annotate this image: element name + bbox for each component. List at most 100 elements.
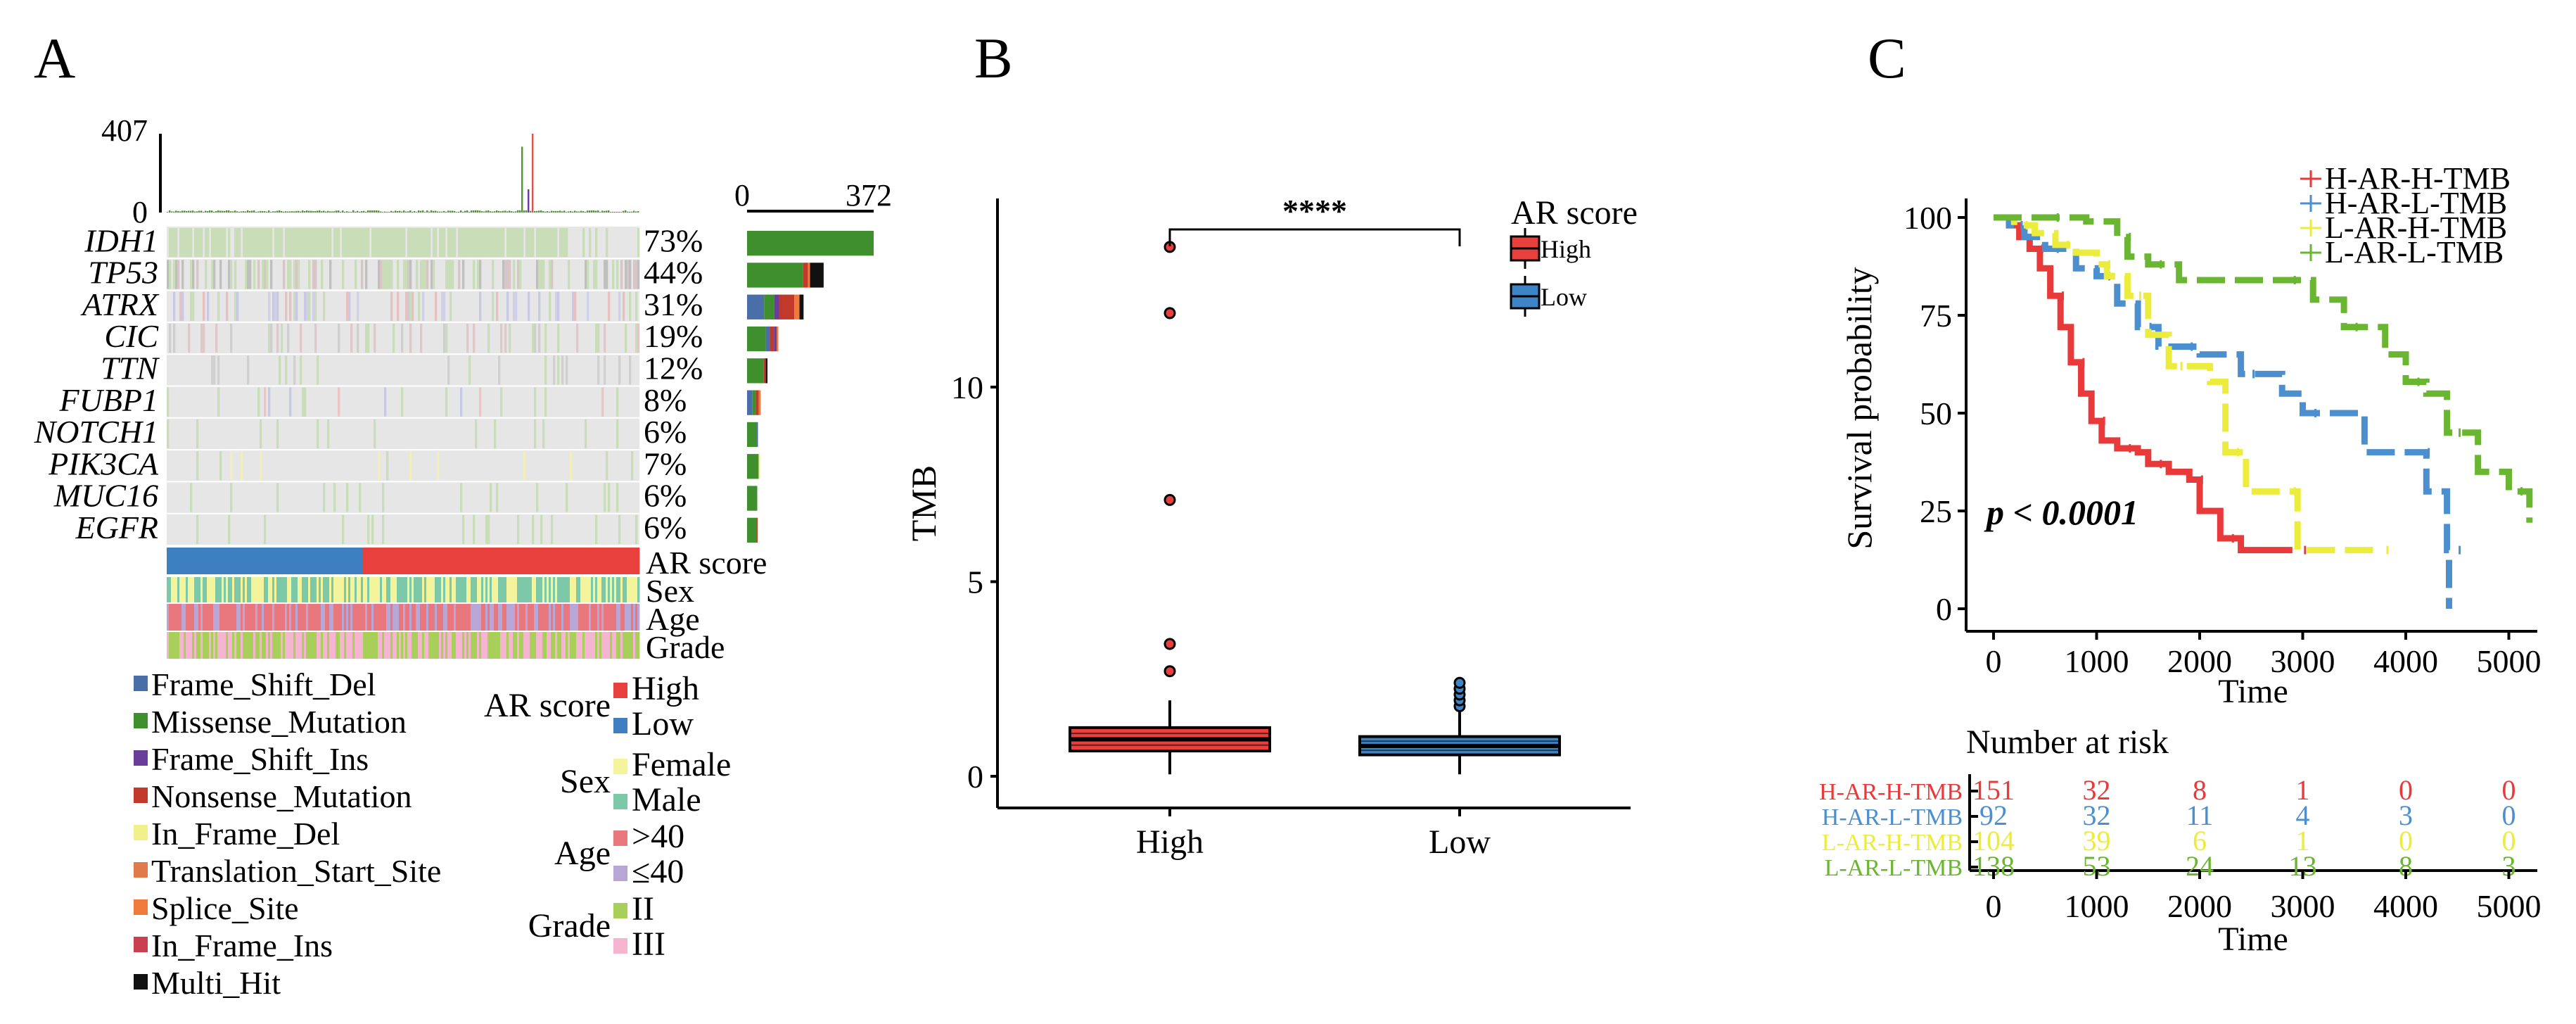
mutation-cell <box>262 228 264 258</box>
top-bar <box>591 210 593 213</box>
age-cell <box>454 604 457 631</box>
age-cell <box>230 604 233 631</box>
mutation-cell <box>426 260 429 289</box>
mutation-cell <box>268 291 271 321</box>
sex-cell <box>365 577 368 602</box>
age-cell <box>215 604 218 631</box>
top-bar <box>287 211 289 213</box>
top-bar <box>393 211 395 213</box>
sex-cell <box>374 577 376 602</box>
ar-score-cell <box>291 548 294 574</box>
mutation-cell <box>462 228 465 258</box>
risk-x-tick-label: 4000 <box>2373 888 2438 924</box>
legend-group-age: Age <box>554 835 611 872</box>
sex-cell <box>580 577 583 602</box>
sex-cell <box>433 577 435 602</box>
top-bar <box>317 210 319 213</box>
sex-cell <box>416 577 419 602</box>
sex-cell <box>409 577 412 602</box>
gene-label-tp53: TP53 <box>88 255 158 291</box>
top-bar <box>298 210 300 213</box>
age-cell <box>494 604 497 631</box>
grade-cell <box>614 632 617 659</box>
grade-cell <box>515 632 518 659</box>
ar-score-cell <box>194 548 197 574</box>
top-bar <box>207 211 209 213</box>
side-bar-multi-hit <box>765 358 768 384</box>
mutation-cell <box>361 228 364 258</box>
top-bar <box>302 210 304 213</box>
age-cell <box>616 604 619 631</box>
ar-score-cell <box>325 548 328 574</box>
age-cell <box>544 604 547 631</box>
sex-cell <box>310 577 313 602</box>
ar-score-cell <box>589 548 592 574</box>
top-bar <box>272 211 274 213</box>
grade-cell <box>226 632 229 659</box>
sex-cell <box>357 577 359 602</box>
mutation-cell <box>409 260 412 289</box>
mutation-cell <box>506 228 509 258</box>
mutation-cell <box>475 419 478 449</box>
top-bar <box>576 211 578 213</box>
age-cell <box>200 604 203 631</box>
ar-score-cell <box>390 548 393 574</box>
mutation-cell <box>300 355 302 385</box>
mutation-cell <box>618 355 621 385</box>
top-bar <box>200 210 203 213</box>
side-bar-missense-mutation <box>747 517 757 543</box>
sex-cell <box>551 577 554 602</box>
mutation-cell <box>513 228 516 258</box>
grade-cell <box>251 632 254 659</box>
sex-cell <box>479 577 482 602</box>
age-cell <box>184 604 186 631</box>
ar-score-cell <box>317 548 319 574</box>
risk-count: 0 <box>2502 825 2516 857</box>
mutation-cell <box>542 228 545 258</box>
grade-cell <box>631 632 634 659</box>
ar-score-cell <box>369 548 372 574</box>
top-bar <box>502 210 504 213</box>
mutation-cell <box>487 228 490 258</box>
top-bar <box>428 211 431 213</box>
grade-cell <box>608 632 611 659</box>
mutation-cell <box>616 483 619 512</box>
grade-cell <box>574 632 577 659</box>
mutation-cell <box>283 260 286 289</box>
ar-score-cell <box>612 548 615 574</box>
ar-score-cell <box>266 548 269 574</box>
mutation-cell <box>175 228 178 258</box>
top-bar <box>549 211 551 213</box>
ar-score-cell <box>435 548 438 574</box>
grade-cell <box>528 632 530 659</box>
legend-swatch-age-40 <box>613 866 627 881</box>
grade-cell <box>447 632 450 659</box>
grade-cell <box>494 632 497 659</box>
grade-cell <box>439 632 442 659</box>
grade-cell <box>177 632 180 659</box>
ar-score-cell <box>243 548 246 574</box>
mutation-cell <box>321 260 324 289</box>
mutation-cell <box>549 228 551 258</box>
sex-cell <box>568 577 570 602</box>
ar-score-cell <box>262 548 264 574</box>
ar-score-cell <box>234 548 237 574</box>
ar-score-cell <box>205 548 208 574</box>
sex-cell <box>393 577 395 602</box>
ar-score-cell <box>217 548 220 574</box>
sex-cell <box>298 577 300 602</box>
mutation-cell <box>530 228 533 258</box>
sex-cell <box>293 577 296 602</box>
legend-swatch-frame-shift-del <box>134 676 148 691</box>
ar-score-cell <box>606 548 608 574</box>
mutation-cell <box>403 260 406 289</box>
mutation-cell <box>371 228 374 258</box>
mutation-cell <box>549 291 551 321</box>
mutation-cell <box>289 260 292 289</box>
top-bar <box>566 212 568 213</box>
top-bar <box>329 211 331 213</box>
top-bar <box>314 210 317 213</box>
grade-cell <box>414 632 416 659</box>
mutation-cell <box>587 291 589 321</box>
